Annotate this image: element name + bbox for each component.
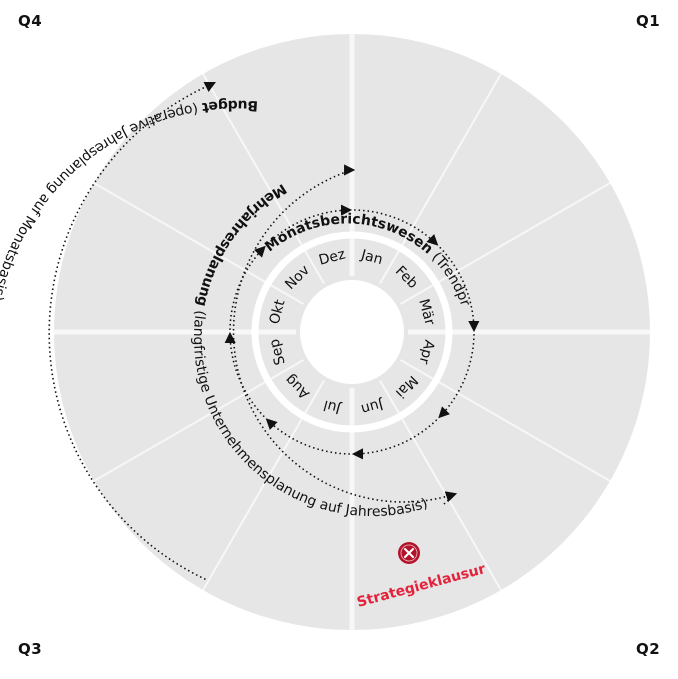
quadrant-label-q4: Q4 bbox=[18, 12, 42, 30]
quadrant-label-q1: Q1 bbox=[636, 12, 660, 30]
quadrant-label-q3: Q3 bbox=[18, 640, 42, 658]
budget-label-bold: Budget bbox=[201, 97, 259, 116]
quadrant-label-q2: Q2 bbox=[636, 640, 660, 658]
wheel-hub bbox=[300, 280, 404, 384]
